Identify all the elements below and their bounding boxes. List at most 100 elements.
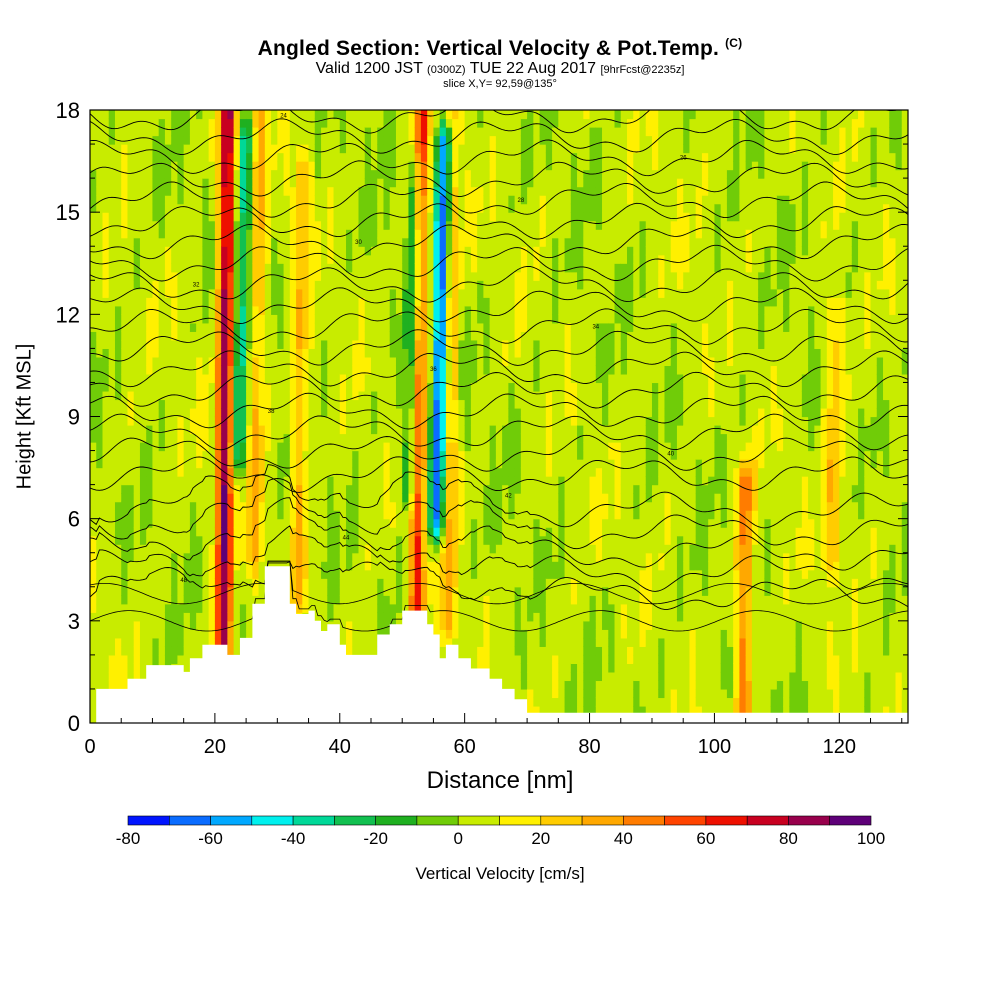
field-cell — [246, 569, 253, 579]
field-cell — [158, 110, 166, 120]
field-cell — [389, 144, 397, 154]
field-cell — [277, 390, 285, 401]
field-cell — [433, 595, 441, 605]
field-cell — [189, 629, 197, 639]
field-cell — [477, 595, 484, 605]
field-cell — [414, 118, 422, 128]
field-cell — [121, 442, 129, 452]
field-cell — [302, 110, 310, 120]
field-cell — [489, 118, 497, 128]
field-cell — [289, 169, 297, 179]
field-cell — [158, 212, 166, 222]
field-cell — [358, 348, 366, 358]
field-cell — [477, 365, 484, 375]
field-cell — [183, 544, 191, 554]
field-cell — [264, 433, 272, 443]
field-cell — [208, 467, 216, 477]
field-cell — [289, 220, 297, 230]
field-cell — [489, 254, 497, 264]
field-cell — [383, 373, 391, 384]
field-cell — [189, 595, 197, 605]
field-cell — [214, 195, 222, 205]
field-cell — [414, 552, 422, 562]
field-cell — [477, 459, 484, 469]
field-cell — [196, 373, 203, 384]
field-cell — [108, 535, 116, 545]
field-cell — [339, 271, 347, 281]
field-cell — [158, 365, 166, 375]
field-cell — [508, 322, 516, 332]
field-cell — [420, 425, 428, 435]
field-cell — [489, 297, 497, 307]
field-cell — [171, 348, 179, 358]
field-cell — [121, 110, 129, 120]
field-cell — [239, 595, 247, 605]
field-cell — [508, 612, 516, 622]
field-cell — [208, 586, 216, 596]
field-cell — [127, 595, 135, 605]
field-cell — [90, 501, 97, 511]
field-cell — [177, 314, 185, 324]
field-cell — [427, 280, 435, 290]
field-cell — [183, 459, 191, 469]
field-cell — [277, 356, 285, 367]
field-cell — [470, 382, 478, 392]
field-cell — [402, 331, 410, 341]
field-cell — [239, 493, 247, 503]
field-cell — [346, 365, 353, 375]
field-cell — [352, 552, 360, 562]
field-cell — [377, 493, 385, 503]
field-cell — [108, 450, 116, 460]
field-cell — [289, 595, 297, 605]
field-cell — [452, 212, 460, 222]
field-cell — [414, 127, 422, 137]
field-cell — [208, 561, 216, 571]
field-cell — [264, 127, 272, 137]
field-cell — [352, 493, 360, 503]
field-cell — [464, 407, 472, 418]
field-cell — [264, 561, 272, 571]
field-cell — [339, 467, 347, 477]
field-cell — [233, 544, 241, 554]
field-cell — [96, 144, 104, 154]
field-cell — [308, 280, 316, 290]
field-cell — [502, 450, 509, 460]
field-cell — [445, 178, 453, 188]
field-cell — [333, 578, 341, 588]
field-cell — [389, 595, 397, 605]
field-cell — [470, 578, 478, 588]
field-cell — [296, 535, 303, 545]
field-cell — [514, 186, 522, 196]
field-cell — [508, 407, 516, 418]
field-cell — [352, 399, 360, 409]
field-cell — [489, 518, 497, 528]
field-cell — [133, 118, 141, 128]
field-cell — [433, 603, 441, 613]
field-cell — [90, 535, 97, 545]
field-cell — [495, 203, 503, 213]
field-cell — [214, 135, 222, 145]
field-cell — [183, 518, 191, 528]
field-cell — [139, 467, 147, 477]
field-cell — [252, 390, 260, 401]
field-cell — [520, 510, 528, 520]
field-cell — [258, 552, 266, 562]
field-cell — [196, 110, 203, 120]
field-cell — [339, 186, 347, 196]
field-cell — [96, 646, 104, 656]
field-cell — [208, 331, 216, 341]
field-cell — [258, 561, 266, 571]
field-cell — [296, 305, 303, 315]
field-cell — [489, 271, 497, 281]
field-cell — [296, 382, 303, 392]
field-cell — [221, 450, 228, 460]
field-cell — [252, 535, 260, 545]
field-cell — [495, 373, 503, 384]
field-cell — [308, 510, 316, 520]
field-cell — [321, 178, 328, 188]
field-cell — [183, 305, 191, 315]
field-cell — [177, 186, 185, 196]
field-cell — [258, 212, 266, 222]
field-cell — [133, 612, 141, 622]
field-cell — [152, 433, 160, 443]
